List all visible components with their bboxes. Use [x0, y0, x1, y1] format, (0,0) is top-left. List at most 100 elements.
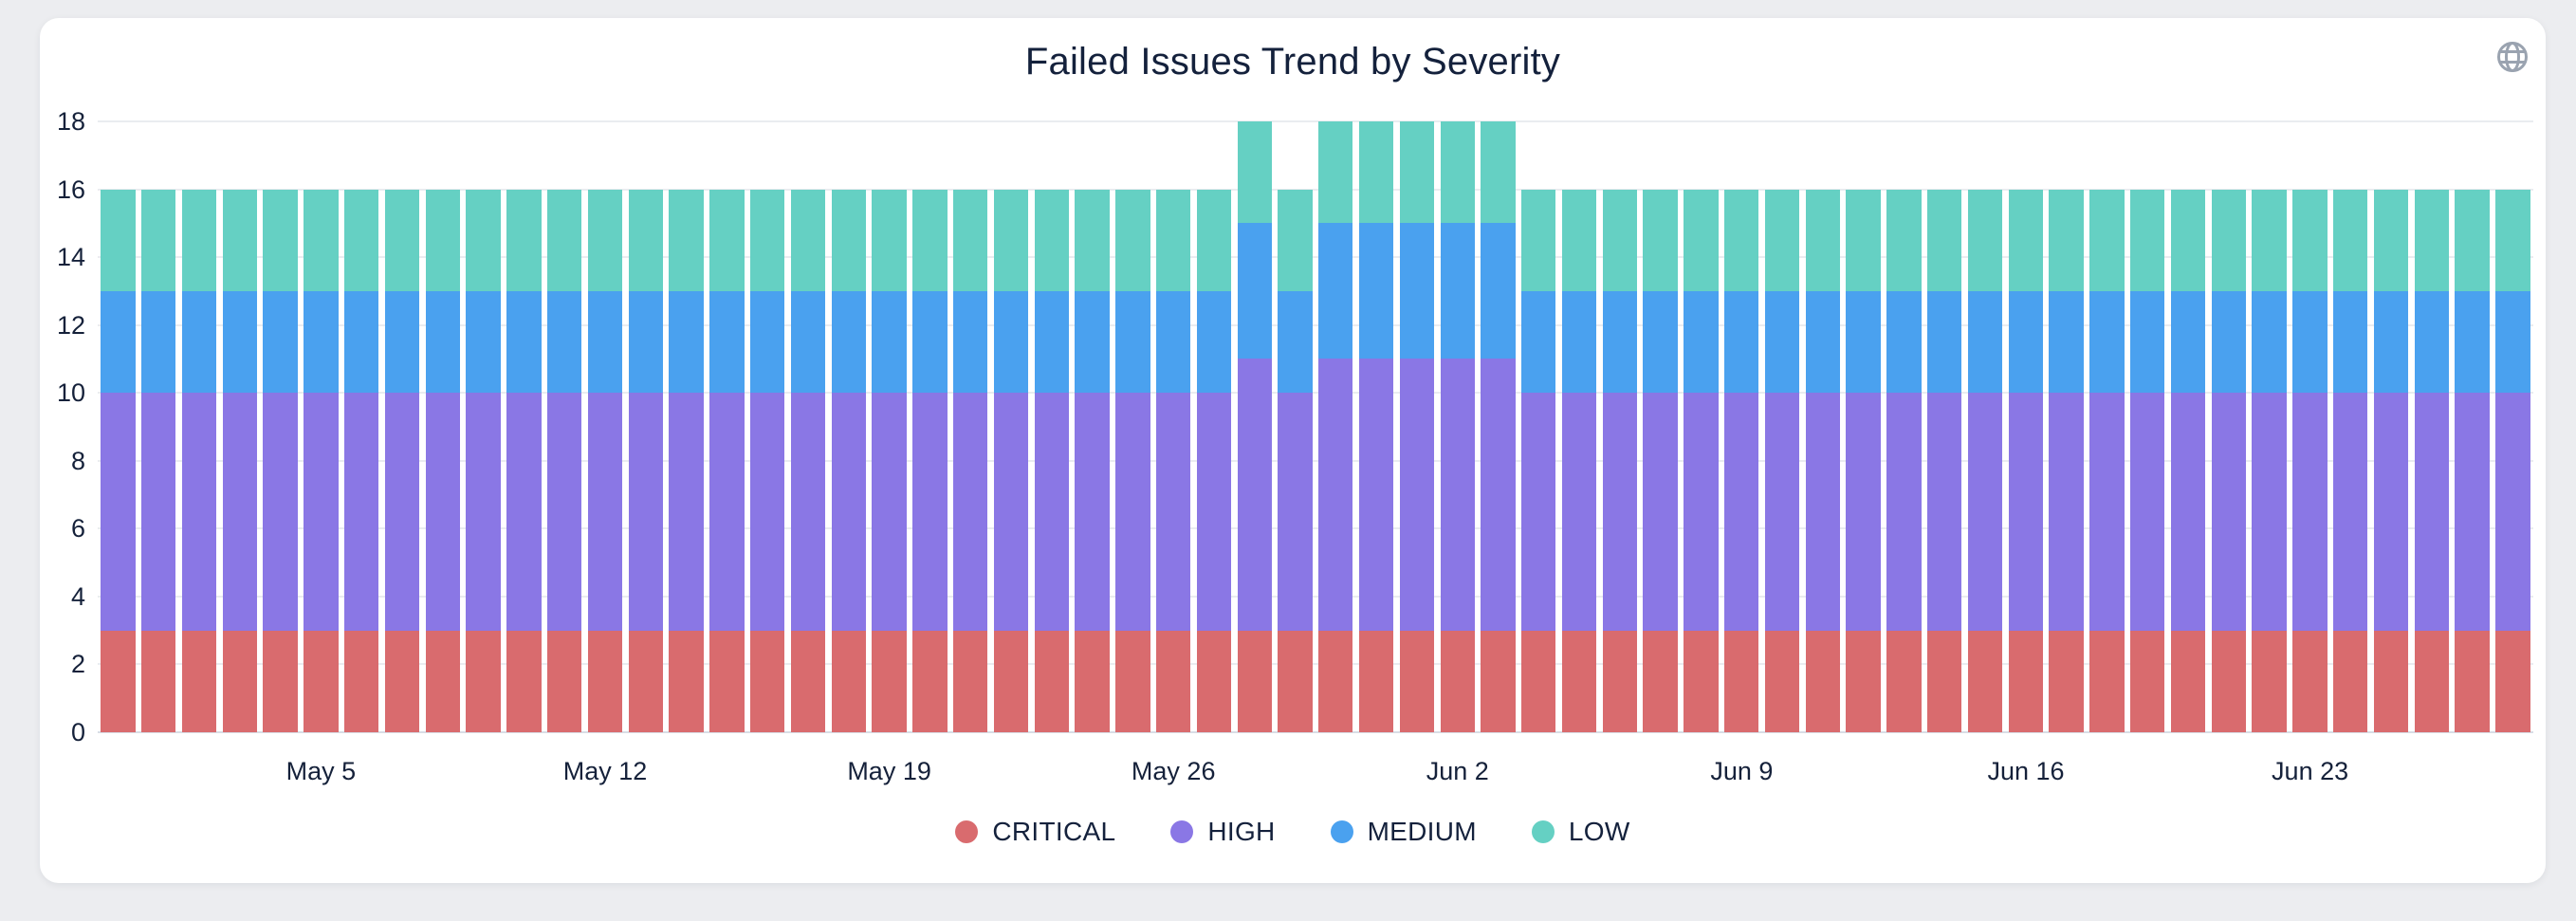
bar-segment-medium[interactable] — [2495, 290, 2530, 394]
bar-jun-2[interactable] — [1440, 121, 1475, 732]
bar-segment-critical[interactable] — [1805, 630, 1841, 732]
bar-segment-critical[interactable] — [2170, 630, 2206, 732]
bar-segment-critical[interactable] — [669, 630, 704, 732]
bar-segment-critical[interactable] — [1075, 630, 1110, 732]
bar-segment-high[interactable] — [1927, 393, 1962, 631]
bar-segment-high[interactable] — [749, 393, 785, 631]
bar-segment-critical[interactable] — [1521, 630, 1556, 732]
bar-segment-high[interactable] — [2414, 393, 2449, 631]
bar-segment-medium[interactable] — [669, 290, 704, 394]
bar-segment-low[interactable] — [2170, 189, 2206, 291]
bar-segment-low[interactable] — [2252, 189, 2287, 291]
bar-segment-low[interactable] — [1440, 121, 1475, 224]
bar-segment-high[interactable] — [343, 393, 379, 631]
bar-segment-medium[interactable] — [628, 290, 663, 394]
bar-segment-medium[interactable] — [2414, 290, 2449, 394]
bar-segment-critical[interactable] — [222, 630, 257, 732]
bar-may-11[interactable] — [546, 189, 582, 732]
bar-segment-low[interactable] — [709, 189, 745, 291]
bar-segment-low[interactable] — [546, 189, 582, 291]
bar-segment-high[interactable] — [709, 393, 745, 631]
bar-segment-medium[interactable] — [304, 290, 339, 394]
bar-segment-medium[interactable] — [1602, 290, 1638, 394]
bar-may-17[interactable] — [790, 189, 826, 732]
bar-jun-15[interactable] — [1967, 189, 2003, 732]
bar-segment-critical[interactable] — [1440, 630, 1475, 732]
bar-segment-medium[interactable] — [2292, 290, 2328, 394]
bar-jun-25[interactable] — [2373, 189, 2409, 732]
bar-segment-low[interactable] — [587, 189, 623, 291]
bar-segment-high[interactable] — [669, 393, 704, 631]
bar-segment-high[interactable] — [141, 393, 176, 631]
bar-segment-medium[interactable] — [1278, 290, 1313, 394]
bar-segment-medium[interactable] — [872, 290, 907, 394]
bar-segment-low[interactable] — [912, 189, 948, 291]
bar-segment-low[interactable] — [1805, 189, 1841, 291]
bar-segment-critical[interactable] — [1278, 630, 1313, 732]
bar-may-21[interactable] — [952, 189, 988, 732]
bar-segment-high[interactable] — [1846, 393, 1881, 631]
bar-segment-critical[interactable] — [1764, 630, 1800, 732]
bar-segment-critical[interactable] — [952, 630, 988, 732]
bar-segment-high[interactable] — [2049, 393, 2084, 631]
bar-segment-critical[interactable] — [2008, 630, 2044, 732]
bar-jun-5[interactable] — [1561, 189, 1597, 732]
bar-may-19[interactable] — [872, 189, 907, 732]
bar-segment-medium[interactable] — [2049, 290, 2084, 394]
bar-jun-9[interactable] — [1724, 189, 1759, 732]
bar-segment-high[interactable] — [1764, 393, 1800, 631]
bar-jun-4[interactable] — [1521, 189, 1556, 732]
bar-segment-medium[interactable] — [1724, 290, 1759, 394]
bar-segment-medium[interactable] — [1034, 290, 1069, 394]
bar-segment-critical[interactable] — [1561, 630, 1597, 732]
bar-segment-medium[interactable] — [101, 290, 136, 394]
bar-segment-critical[interactable] — [2211, 630, 2247, 732]
bar-segment-medium[interactable] — [587, 290, 623, 394]
bar-segment-medium[interactable] — [2333, 290, 2368, 394]
bar-segment-critical[interactable] — [628, 630, 663, 732]
bar-segment-low[interactable] — [1967, 189, 2003, 291]
bar-segment-medium[interactable] — [1115, 290, 1150, 394]
bar-segment-medium[interactable] — [1927, 290, 1962, 394]
bar-jun-13[interactable] — [1886, 189, 1922, 732]
bar-segment-high[interactable] — [1440, 359, 1475, 631]
bar-segment-critical[interactable] — [181, 630, 217, 732]
bar-segment-critical[interactable] — [1602, 630, 1638, 732]
bar-segment-critical[interactable] — [425, 630, 460, 732]
bar-segment-critical[interactable] — [2495, 630, 2530, 732]
bar-segment-medium[interactable] — [1764, 290, 1800, 394]
bar-may-10[interactable] — [506, 189, 542, 732]
bar-jun-24[interactable] — [2333, 189, 2368, 732]
bar-apr-30[interactable] — [101, 189, 136, 732]
bar-may-26[interactable] — [1155, 189, 1191, 732]
bar-segment-high[interactable] — [2373, 393, 2409, 631]
bar-may-13[interactable] — [628, 189, 663, 732]
bar-segment-medium[interactable] — [993, 290, 1029, 394]
bar-segment-critical[interactable] — [141, 630, 176, 732]
bar-segment-low[interactable] — [1521, 189, 1556, 291]
bar-may-31[interactable] — [1358, 121, 1394, 732]
bar-segment-high[interactable] — [1196, 393, 1232, 631]
bar-segment-critical[interactable] — [101, 630, 136, 732]
bar-segment-high[interactable] — [628, 393, 663, 631]
bar-segment-medium[interactable] — [1196, 290, 1232, 394]
bar-may-7[interactable] — [384, 189, 420, 732]
bar-jun-18[interactable] — [2089, 189, 2125, 732]
bar-segment-low[interactable] — [2211, 189, 2247, 291]
bar-jun-10[interactable] — [1764, 189, 1800, 732]
bar-segment-high[interactable] — [872, 393, 907, 631]
bar-segment-low[interactable] — [1034, 189, 1069, 291]
bar-segment-low[interactable] — [181, 189, 217, 291]
bar-segment-high[interactable] — [1237, 359, 1272, 631]
bar-may-4[interactable] — [263, 189, 298, 732]
bar-segment-medium[interactable] — [2373, 290, 2409, 394]
bar-may-5[interactable] — [304, 189, 339, 732]
bar-segment-critical[interactable] — [2252, 630, 2287, 732]
bar-segment-medium[interactable] — [2089, 290, 2125, 394]
bar-segment-high[interactable] — [1318, 359, 1353, 631]
bar-may-29[interactable] — [1278, 189, 1313, 732]
bar-segment-critical[interactable] — [2414, 630, 2449, 732]
bar-segment-critical[interactable] — [2455, 630, 2490, 732]
bar-segment-medium[interactable] — [2130, 290, 2165, 394]
bar-segment-critical[interactable] — [1967, 630, 2003, 732]
